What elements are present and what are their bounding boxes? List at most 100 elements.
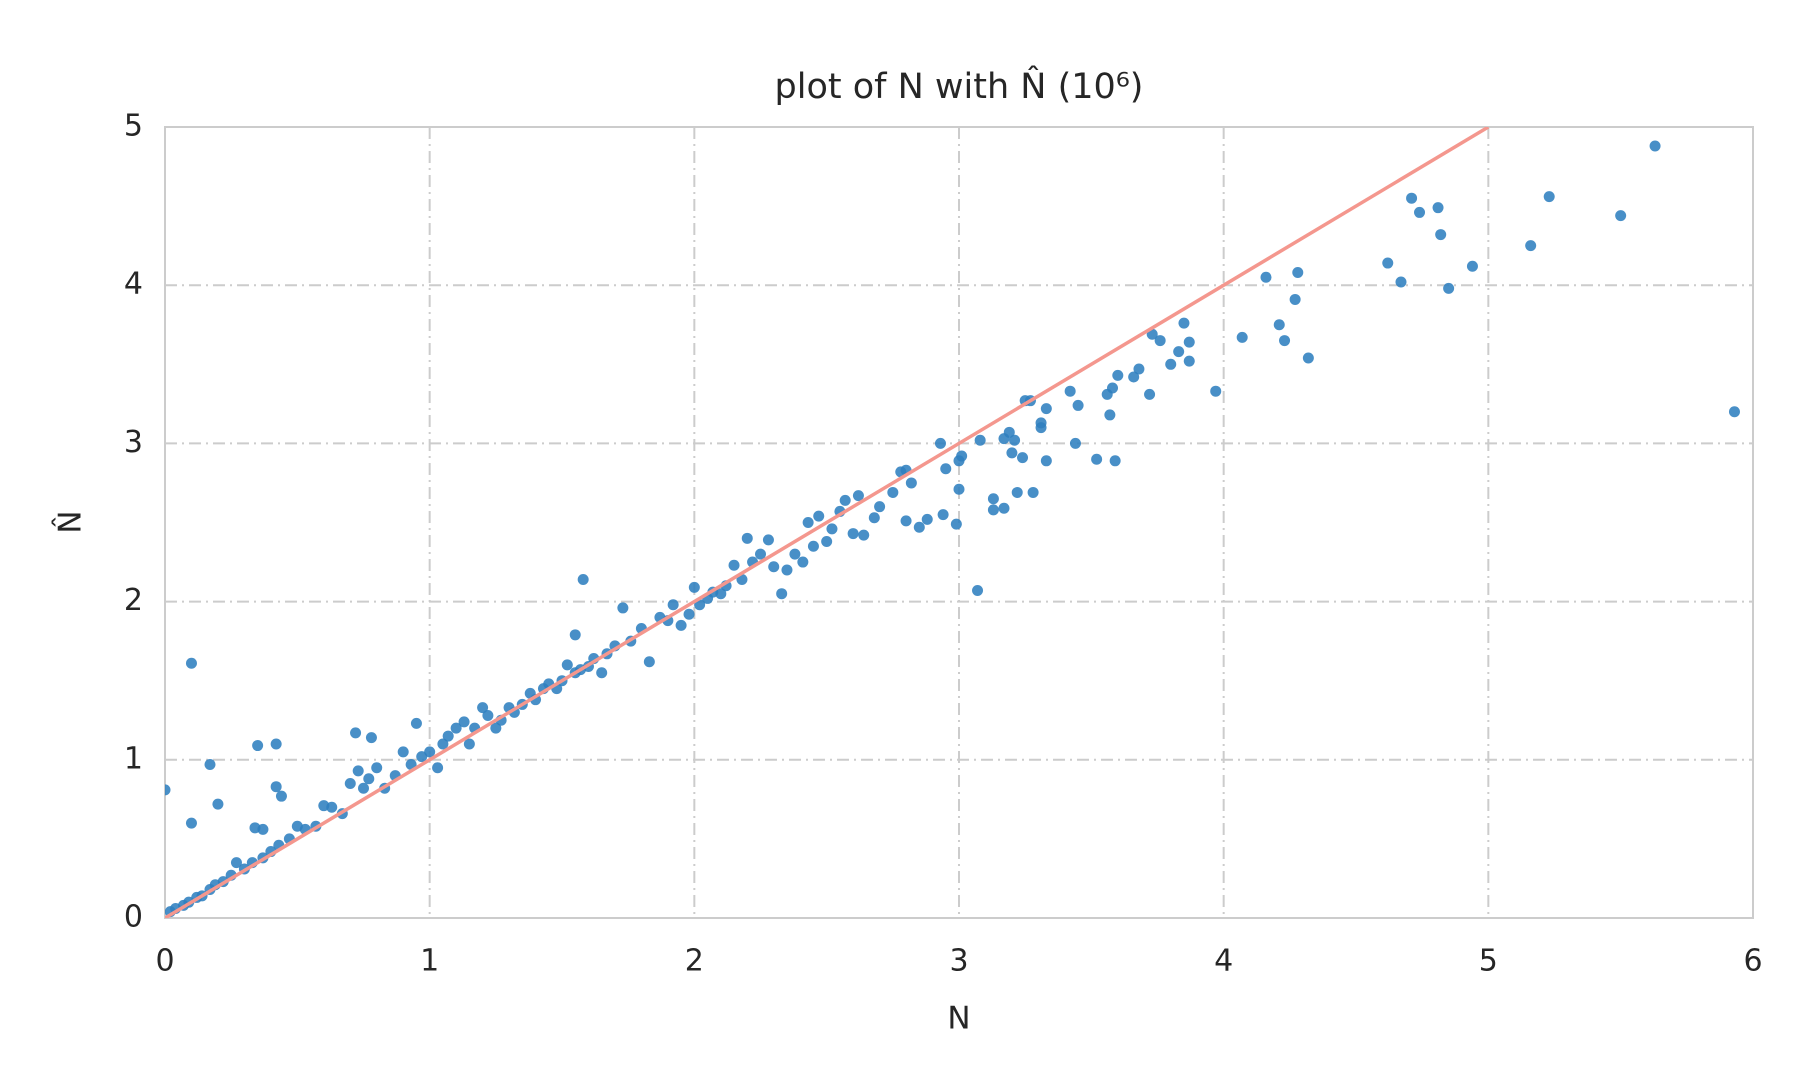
point bbox=[921, 513, 933, 525]
point bbox=[755, 548, 766, 560]
x-tick-label: 6 bbox=[1743, 944, 1762, 979]
point bbox=[1649, 140, 1661, 152]
point bbox=[1615, 210, 1627, 222]
point bbox=[1006, 447, 1018, 459]
point bbox=[789, 548, 801, 560]
point bbox=[728, 559, 740, 571]
point bbox=[1009, 434, 1021, 446]
point bbox=[1395, 276, 1407, 288]
point bbox=[974, 434, 986, 446]
point bbox=[887, 486, 899, 498]
point bbox=[950, 518, 962, 530]
point bbox=[762, 534, 774, 546]
point bbox=[318, 800, 330, 812]
point bbox=[874, 501, 886, 513]
point bbox=[252, 740, 264, 752]
point bbox=[185, 657, 197, 669]
point bbox=[1210, 385, 1222, 397]
point bbox=[972, 585, 984, 597]
point bbox=[956, 450, 968, 462]
point bbox=[1443, 282, 1455, 294]
point bbox=[1101, 388, 1113, 400]
point bbox=[1064, 385, 1076, 397]
point bbox=[437, 738, 449, 750]
point bbox=[397, 746, 409, 758]
point bbox=[1017, 452, 1029, 464]
point bbox=[257, 823, 269, 835]
point bbox=[1040, 403, 1052, 415]
point bbox=[1091, 453, 1103, 465]
point bbox=[270, 781, 282, 793]
point bbox=[937, 509, 949, 521]
point bbox=[490, 722, 502, 734]
point bbox=[1279, 335, 1291, 347]
point bbox=[477, 702, 489, 714]
point bbox=[1382, 257, 1394, 269]
point bbox=[212, 798, 224, 810]
reference-line bbox=[165, 127, 1490, 918]
point bbox=[900, 515, 912, 527]
point bbox=[998, 502, 1010, 514]
point bbox=[1144, 388, 1156, 400]
point bbox=[352, 765, 364, 777]
point bbox=[463, 738, 475, 750]
point bbox=[688, 581, 700, 593]
point bbox=[1728, 406, 1740, 418]
point bbox=[1466, 260, 1478, 272]
point bbox=[1178, 317, 1190, 329]
y-tick-label: 1 bbox=[124, 741, 143, 776]
point bbox=[596, 667, 608, 679]
point bbox=[807, 540, 819, 552]
point bbox=[1173, 346, 1185, 358]
point bbox=[291, 820, 303, 832]
y-tick-label: 5 bbox=[124, 109, 143, 144]
point bbox=[416, 751, 428, 763]
point bbox=[643, 656, 655, 668]
point bbox=[1183, 336, 1195, 348]
point bbox=[569, 629, 581, 641]
point bbox=[852, 490, 864, 502]
point bbox=[350, 727, 362, 739]
x-tick-label: 5 bbox=[1479, 944, 1498, 979]
point bbox=[934, 437, 946, 449]
point bbox=[165, 784, 171, 796]
point bbox=[667, 599, 679, 611]
point bbox=[1406, 192, 1418, 204]
point bbox=[371, 762, 383, 774]
y-tick-label: 2 bbox=[124, 583, 143, 618]
point bbox=[275, 790, 287, 802]
point bbox=[1035, 417, 1047, 429]
point bbox=[768, 561, 780, 573]
point bbox=[813, 510, 825, 522]
point bbox=[675, 619, 687, 631]
point bbox=[1236, 331, 1248, 343]
point bbox=[432, 762, 444, 774]
point bbox=[1543, 191, 1555, 203]
point bbox=[868, 512, 880, 524]
point bbox=[1432, 202, 1444, 214]
x-tick-label: 0 bbox=[155, 944, 174, 979]
point bbox=[905, 477, 917, 489]
point bbox=[1109, 455, 1121, 467]
point bbox=[1040, 455, 1052, 467]
point bbox=[1414, 206, 1426, 218]
point bbox=[617, 602, 629, 614]
point bbox=[797, 556, 809, 568]
point bbox=[424, 746, 436, 758]
point bbox=[344, 778, 356, 790]
point bbox=[1069, 437, 1081, 449]
point bbox=[1273, 319, 1285, 331]
point bbox=[802, 517, 814, 528]
point bbox=[858, 529, 870, 541]
point bbox=[953, 483, 965, 495]
x-axis-label: N bbox=[947, 1001, 970, 1037]
point bbox=[776, 588, 788, 600]
point bbox=[847, 528, 859, 540]
point bbox=[1302, 352, 1314, 364]
x-tick-label: 3 bbox=[949, 944, 968, 979]
x-tick-label: 4 bbox=[1214, 944, 1233, 979]
point bbox=[1112, 369, 1124, 381]
point bbox=[442, 730, 454, 742]
point bbox=[1072, 399, 1084, 411]
